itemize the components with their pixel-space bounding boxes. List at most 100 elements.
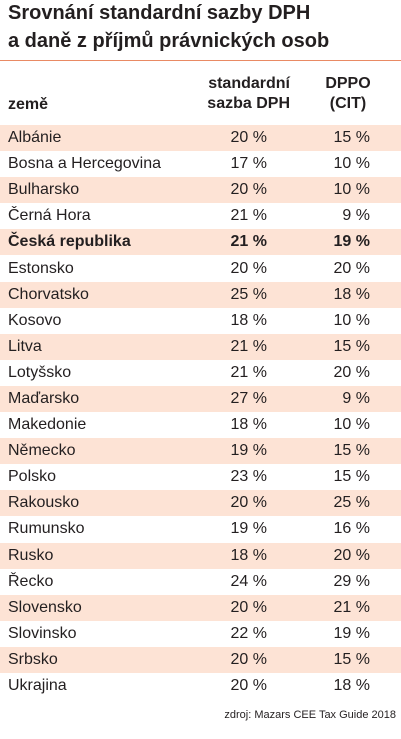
header-cit-line-1: DPPO	[325, 75, 371, 92]
vat-rate-cell: 20 %	[230, 129, 267, 147]
country-cell: Maďarsko	[8, 389, 80, 407]
cit-rate-cell: 15 %	[333, 442, 370, 460]
page-title: Srovnání standardní sazby DPH a daně z p…	[8, 0, 393, 55]
cit-rate-cell: 15 %	[333, 650, 370, 668]
cit-rate-cell: 9 %	[342, 389, 370, 407]
cit-rate-cell: 15 %	[333, 337, 370, 355]
cit-rate-cell: 19 %	[333, 233, 370, 251]
table-header: země standardní sazba DPH DPPO (CIT)	[0, 62, 401, 125]
cit-rate-cell: 18 %	[333, 285, 370, 303]
vat-rate-cell: 21 %	[230, 363, 267, 381]
country-cell: Slovinsko	[8, 624, 77, 642]
country-cell: Kosovo	[8, 311, 62, 329]
vat-rate-cell: 27 %	[230, 389, 267, 407]
vat-rate-cell: 19 %	[230, 442, 267, 460]
country-cell: Rusko	[8, 546, 54, 564]
cit-rate-cell: 20 %	[333, 363, 370, 381]
vat-rate-cell: 24 %	[230, 572, 267, 590]
vat-rate-cell: 18 %	[230, 311, 267, 329]
table-row: Česká republika 21 % 19 %	[0, 229, 401, 256]
country-cell: Estonsko	[8, 259, 74, 277]
table-row: Slovensko 20 % 21 %	[0, 594, 401, 621]
header-vat: standardní sazba DPH	[207, 74, 290, 114]
table-row: Rakousko 20 % 25 %	[0, 490, 401, 517]
top-divider	[0, 60, 401, 61]
cit-rate-cell: 20 %	[333, 546, 370, 564]
cit-rate-cell: 10 %	[333, 416, 370, 434]
table-row: Řecko 24 % 29 %	[0, 568, 401, 595]
vat-rate-cell: 25 %	[230, 285, 267, 303]
table-body: Albánie 20 % 15 % Bosna a Hercegovina 17 % 1…	[0, 125, 401, 700]
country-cell: Chorvatsko	[8, 285, 89, 303]
title-line-1: Srovnání standardní sazby DPH	[8, 2, 311, 24]
vat-rate-cell: 20 %	[230, 494, 267, 512]
table-row: Bosna a Hercegovina 17 % 10 %	[0, 151, 401, 178]
vat-rate-cell: 20 %	[230, 598, 267, 616]
vat-rate-cell: 20 %	[230, 259, 267, 277]
cit-rate-cell: 10 %	[333, 181, 370, 199]
cit-rate-cell: 9 %	[342, 207, 370, 225]
table-row: Německo 19 % 15 %	[0, 438, 401, 465]
vat-rate-cell: 23 %	[230, 468, 267, 486]
country-cell: Řecko	[8, 572, 54, 590]
vat-rate-cell: 18 %	[230, 416, 267, 434]
table-row: Srbsko 20 % 15 %	[0, 646, 401, 673]
title-line-2: a daně z příjmů právnických osob	[8, 30, 330, 52]
cit-rate-cell: 19 %	[333, 624, 370, 642]
vat-rate-cell: 21 %	[230, 337, 267, 355]
country-cell: Albánie	[8, 129, 62, 147]
table-row: Maďarsko 27 % 9 %	[0, 385, 401, 413]
table-row: Černá Hora 21 % 9 %	[0, 203, 401, 230]
table-row: Makedonie 18 % 10 %	[0, 412, 401, 439]
header-cit-line-2: (CIT)	[329, 95, 367, 112]
table-row: Kosovo 18 % 10 %	[0, 307, 401, 334]
vat-rate-cell: 20 %	[230, 650, 267, 668]
cit-rate-cell: 16 %	[333, 520, 370, 538]
vat-rate-cell: 21 %	[230, 207, 267, 225]
vat-rate-cell: 18 %	[230, 546, 267, 564]
country-cell: Makedonie	[8, 416, 87, 434]
cit-rate-cell: 15 %	[333, 129, 370, 147]
cit-rate-cell: 25 %	[333, 494, 370, 512]
table-row: Estonsko 20 % 20 %	[0, 255, 401, 282]
header-vat-line-1: standardní	[208, 75, 290, 92]
vat-rate-cell: 21 %	[230, 233, 267, 251]
cit-rate-cell: 18 %	[333, 677, 370, 695]
cit-rate-cell: 15 %	[333, 468, 370, 486]
table-row: Rumunsko 19 % 16 %	[0, 516, 401, 543]
vat-rate-cell: 17 %	[230, 155, 267, 173]
country-cell: Černá Hora	[8, 207, 91, 225]
vat-rate-cell: 19 %	[230, 520, 267, 538]
header-vat-line-2: sazba DPH	[207, 95, 290, 112]
vat-rate-cell: 20 %	[230, 181, 267, 199]
country-cell: Polsko	[8, 468, 57, 486]
table-row: Slovinsko 22 % 19 %	[0, 620, 401, 647]
source-note: zdroj: Mazars CEE Tax Guide 2018	[224, 709, 396, 721]
country-cell: Bosna a Hercegovina	[8, 155, 161, 173]
cit-rate-cell: 21 %	[333, 598, 370, 616]
vat-rate-cell: 22 %	[230, 624, 267, 642]
country-cell: Bulharsko	[8, 181, 80, 199]
table-row: Bulharsko 20 % 10 %	[0, 177, 401, 204]
table-row: Rusko 18 % 20 %	[0, 542, 401, 569]
table-row: Litva 21 % 15 %	[0, 333, 401, 360]
table-row: Lotyšsko 21 % 20 %	[0, 359, 401, 386]
table-row: Albánie 20 % 15 %	[0, 125, 401, 152]
header-country: země	[8, 96, 49, 113]
country-cell: Lotyšsko	[8, 363, 72, 381]
vat-rate-cell: 20 %	[230, 677, 267, 695]
cit-rate-cell: 20 %	[333, 259, 370, 277]
table-row: Polsko 23 % 15 %	[0, 464, 401, 491]
country-cell: Slovensko	[8, 598, 82, 616]
country-cell: Rakousko	[8, 494, 80, 512]
cit-rate-cell: 10 %	[333, 155, 370, 173]
cit-rate-cell: 29 %	[333, 572, 370, 590]
country-cell: Německo	[8, 442, 76, 460]
header-cit: DPPO (CIT)	[298, 74, 398, 114]
country-cell: Rumunsko	[8, 520, 85, 538]
cit-rate-cell: 10 %	[333, 311, 370, 329]
table-row: Chorvatsko 25 % 18 %	[0, 281, 401, 308]
country-cell: Litva	[8, 337, 42, 355]
table-row: Ukrajina 20 % 18 %	[0, 672, 401, 700]
country-cell: Ukrajina	[8, 677, 67, 695]
